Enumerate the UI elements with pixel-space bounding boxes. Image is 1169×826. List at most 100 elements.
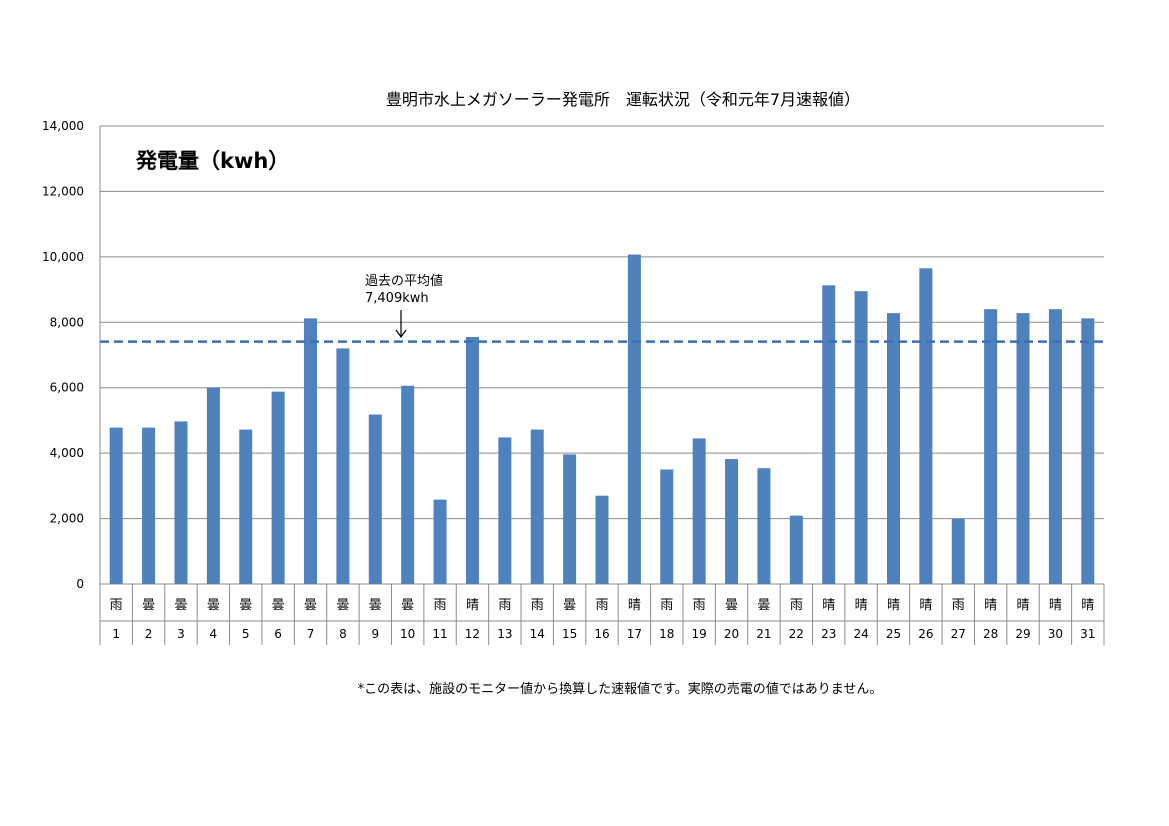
day-label: 19 bbox=[692, 627, 707, 641]
bar bbox=[627, 254, 641, 584]
y-tick-label: 0 bbox=[76, 577, 84, 591]
bar bbox=[563, 454, 577, 584]
bar bbox=[401, 385, 415, 584]
chart-title: 豊明市水上メガソーラー発電所 運転状況（令和元年7月速報値） bbox=[386, 90, 860, 109]
day-label: 13 bbox=[497, 627, 512, 641]
day-label: 25 bbox=[886, 627, 901, 641]
weather-label: 晴 bbox=[984, 598, 997, 613]
bar bbox=[757, 468, 771, 584]
weather-label: 曇 bbox=[369, 598, 382, 613]
weather-label: 晴 bbox=[887, 598, 900, 613]
day-label: 3 bbox=[177, 627, 185, 641]
day-label: 30 bbox=[1048, 627, 1063, 641]
weather-label: 曇 bbox=[725, 598, 738, 613]
day-label: 21 bbox=[756, 627, 771, 641]
weather-label: 曇 bbox=[304, 598, 317, 613]
day-label: 29 bbox=[1015, 627, 1030, 641]
bar bbox=[660, 469, 674, 584]
reference-value-label: 7,409kwh bbox=[365, 291, 429, 306]
day-label: 9 bbox=[371, 627, 379, 641]
reference-line-group: 過去の平均値 7,409kwh bbox=[100, 273, 1104, 343]
bar bbox=[109, 427, 123, 584]
day-label: 8 bbox=[339, 627, 347, 641]
bar bbox=[1016, 313, 1030, 584]
bar bbox=[886, 313, 900, 584]
weather-label: 曇 bbox=[563, 598, 576, 613]
day-label: 15 bbox=[562, 627, 577, 641]
weather-label: 雨 bbox=[790, 598, 803, 613]
weather-day-table: 雨 1 曇 2 曇 3 曇 4 曇 5 曇 6 曇 7 曇 8 曇 9 曇 10 雨 11 晴 12 雨 13 雨 14 曇 15 雨 16 晴… bbox=[99, 584, 1105, 645]
y-tick-labels: 0 2,000 4,000 6,000 8,000 10,000 12,000 14,000 bbox=[42, 119, 84, 591]
weather-label: 曇 bbox=[207, 598, 220, 613]
day-label: 5 bbox=[242, 627, 250, 641]
bar bbox=[789, 515, 803, 584]
bar bbox=[498, 437, 512, 584]
bar bbox=[822, 285, 836, 584]
bar bbox=[1048, 309, 1062, 584]
weather-label: 雨 bbox=[531, 598, 544, 613]
day-label: 6 bbox=[274, 627, 282, 641]
y-tick-label: 4,000 bbox=[50, 446, 84, 460]
day-label: 12 bbox=[465, 627, 480, 641]
day-label: 4 bbox=[210, 627, 218, 641]
weather-label: 曇 bbox=[757, 598, 770, 613]
weather-label: 雨 bbox=[110, 598, 123, 613]
y-tick-label: 10,000 bbox=[42, 250, 84, 264]
day-label: 27 bbox=[951, 627, 966, 641]
bar bbox=[142, 427, 156, 584]
day-label: 14 bbox=[530, 627, 545, 641]
weather-label: 晴 bbox=[919, 598, 932, 613]
bar bbox=[951, 518, 965, 584]
y-tick-label: 6,000 bbox=[50, 381, 84, 395]
weather-label: 曇 bbox=[239, 598, 252, 613]
bar bbox=[984, 309, 998, 584]
weather-label: 雨 bbox=[660, 598, 673, 613]
weather-label: 曇 bbox=[401, 598, 414, 613]
day-label: 1 bbox=[112, 627, 120, 641]
bar bbox=[692, 438, 706, 584]
bar bbox=[271, 391, 285, 584]
day-label: 24 bbox=[853, 627, 868, 641]
day-label: 10 bbox=[400, 627, 415, 641]
weather-label: 晴 bbox=[822, 598, 835, 613]
day-label: 18 bbox=[659, 627, 674, 641]
bars bbox=[109, 254, 1095, 584]
day-label: 2 bbox=[145, 627, 153, 641]
bar bbox=[368, 414, 382, 584]
bar bbox=[725, 459, 739, 584]
bar bbox=[465, 337, 479, 584]
reference-arrow-head bbox=[395, 329, 407, 339]
bar bbox=[1081, 318, 1095, 584]
reference-label: 過去の平均値 bbox=[365, 273, 443, 289]
bar bbox=[854, 291, 868, 584]
weather-label: 晴 bbox=[466, 598, 479, 613]
day-label: 23 bbox=[821, 627, 836, 641]
bar bbox=[919, 268, 933, 584]
weather-label: 曇 bbox=[174, 598, 187, 613]
bar bbox=[239, 429, 253, 584]
weather-label: 晴 bbox=[1017, 598, 1030, 613]
weather-label: 曇 bbox=[142, 598, 155, 613]
y-tick-label: 2,000 bbox=[50, 512, 84, 526]
bar bbox=[336, 348, 350, 584]
weather-label: 雨 bbox=[434, 598, 447, 613]
bar bbox=[595, 495, 609, 584]
day-label: 22 bbox=[789, 627, 804, 641]
bar bbox=[174, 421, 188, 584]
bar bbox=[530, 429, 544, 584]
weather-label: 曇 bbox=[272, 598, 285, 613]
weather-label: 晴 bbox=[1049, 598, 1062, 613]
day-label: 16 bbox=[594, 627, 609, 641]
weather-label: 雨 bbox=[498, 598, 511, 613]
bar bbox=[433, 499, 447, 584]
y-tick-label: 14,000 bbox=[42, 119, 84, 133]
weather-label: 雨 bbox=[952, 598, 965, 613]
weather-label: 雨 bbox=[693, 598, 706, 613]
grid-lines bbox=[99, 125, 1104, 585]
footnote: *この表は、施設のモニター値から換算した速報値です。実際の売電の値ではありません… bbox=[357, 682, 883, 697]
day-label: 17 bbox=[627, 627, 642, 641]
weather-label: 晴 bbox=[1081, 598, 1094, 613]
weather-label: 晴 bbox=[628, 598, 641, 613]
y-tick-label: 12,000 bbox=[42, 184, 84, 198]
